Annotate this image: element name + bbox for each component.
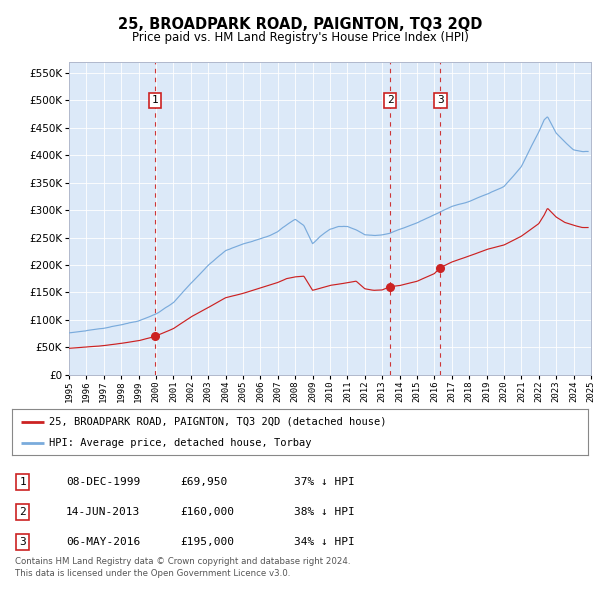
Text: 3: 3	[437, 96, 444, 106]
Text: 1: 1	[151, 96, 158, 106]
Text: 38% ↓ HPI: 38% ↓ HPI	[294, 507, 355, 517]
Text: HPI: Average price, detached house, Torbay: HPI: Average price, detached house, Torb…	[49, 438, 312, 448]
Text: £195,000: £195,000	[180, 537, 234, 547]
Text: 08-DEC-1999: 08-DEC-1999	[66, 477, 140, 487]
Text: 3: 3	[19, 537, 26, 547]
Text: 34% ↓ HPI: 34% ↓ HPI	[294, 537, 355, 547]
Text: 2: 2	[386, 96, 394, 106]
Text: £69,950: £69,950	[180, 477, 227, 487]
Text: 14-JUN-2013: 14-JUN-2013	[66, 507, 140, 517]
Text: 25, BROADPARK ROAD, PAIGNTON, TQ3 2QD: 25, BROADPARK ROAD, PAIGNTON, TQ3 2QD	[118, 17, 482, 31]
Text: Contains HM Land Registry data © Crown copyright and database right 2024.: Contains HM Land Registry data © Crown c…	[15, 558, 350, 566]
Text: Price paid vs. HM Land Registry's House Price Index (HPI): Price paid vs. HM Land Registry's House …	[131, 31, 469, 44]
Text: 1: 1	[19, 477, 26, 487]
Text: 37% ↓ HPI: 37% ↓ HPI	[294, 477, 355, 487]
Text: £160,000: £160,000	[180, 507, 234, 517]
Text: 2: 2	[19, 507, 26, 517]
Text: 06-MAY-2016: 06-MAY-2016	[66, 537, 140, 547]
Text: 25, BROADPARK ROAD, PAIGNTON, TQ3 2QD (detached house): 25, BROADPARK ROAD, PAIGNTON, TQ3 2QD (d…	[49, 417, 387, 427]
Text: This data is licensed under the Open Government Licence v3.0.: This data is licensed under the Open Gov…	[15, 569, 290, 578]
